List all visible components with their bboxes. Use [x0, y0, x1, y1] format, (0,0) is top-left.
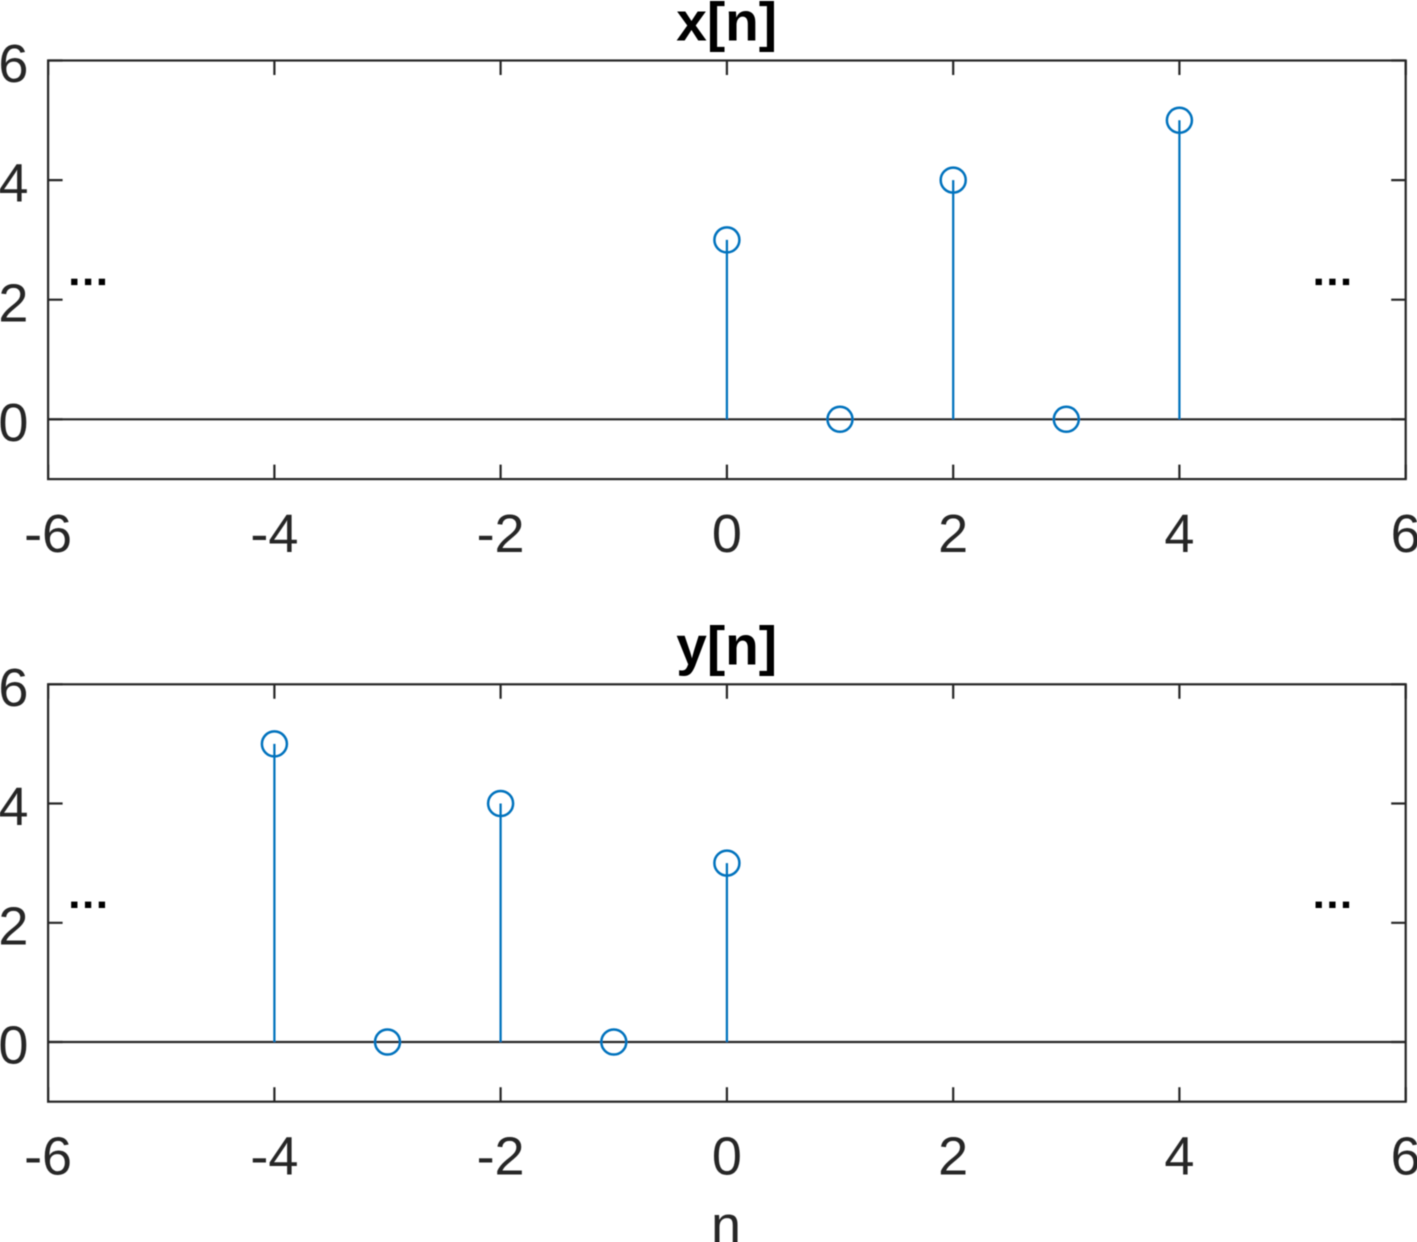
svg-text:4: 4 — [0, 777, 28, 837]
svg-text:0: 0 — [712, 1127, 742, 1187]
svg-text:-4: -4 — [250, 504, 298, 564]
svg-text:n: n — [711, 1196, 741, 1242]
svg-text:6: 6 — [1391, 504, 1417, 564]
svg-text:-6: -6 — [24, 504, 72, 564]
svg-text:6: 6 — [1391, 1127, 1417, 1187]
svg-text:0: 0 — [0, 1016, 28, 1076]
svg-text:4: 4 — [0, 154, 28, 214]
svg-text:4: 4 — [1164, 504, 1194, 564]
svg-text:2: 2 — [938, 1127, 968, 1187]
svg-text:-2: -2 — [477, 1127, 525, 1187]
svg-text:6: 6 — [0, 34, 28, 94]
svg-text:2: 2 — [0, 896, 28, 956]
svg-text:0: 0 — [0, 393, 28, 453]
svg-text:2: 2 — [0, 273, 28, 333]
svg-text:-2: -2 — [477, 504, 525, 564]
svg-text:x[n]: x[n] — [676, 0, 777, 53]
svg-text:-4: -4 — [250, 1127, 298, 1187]
svg-text:y[n]: y[n] — [676, 615, 777, 677]
svg-text:-6: -6 — [24, 1127, 72, 1187]
svg-text:4: 4 — [1164, 1127, 1194, 1187]
svg-text:2: 2 — [938, 504, 968, 564]
svg-text:6: 6 — [0, 658, 28, 718]
svg-text:0: 0 — [712, 504, 742, 564]
